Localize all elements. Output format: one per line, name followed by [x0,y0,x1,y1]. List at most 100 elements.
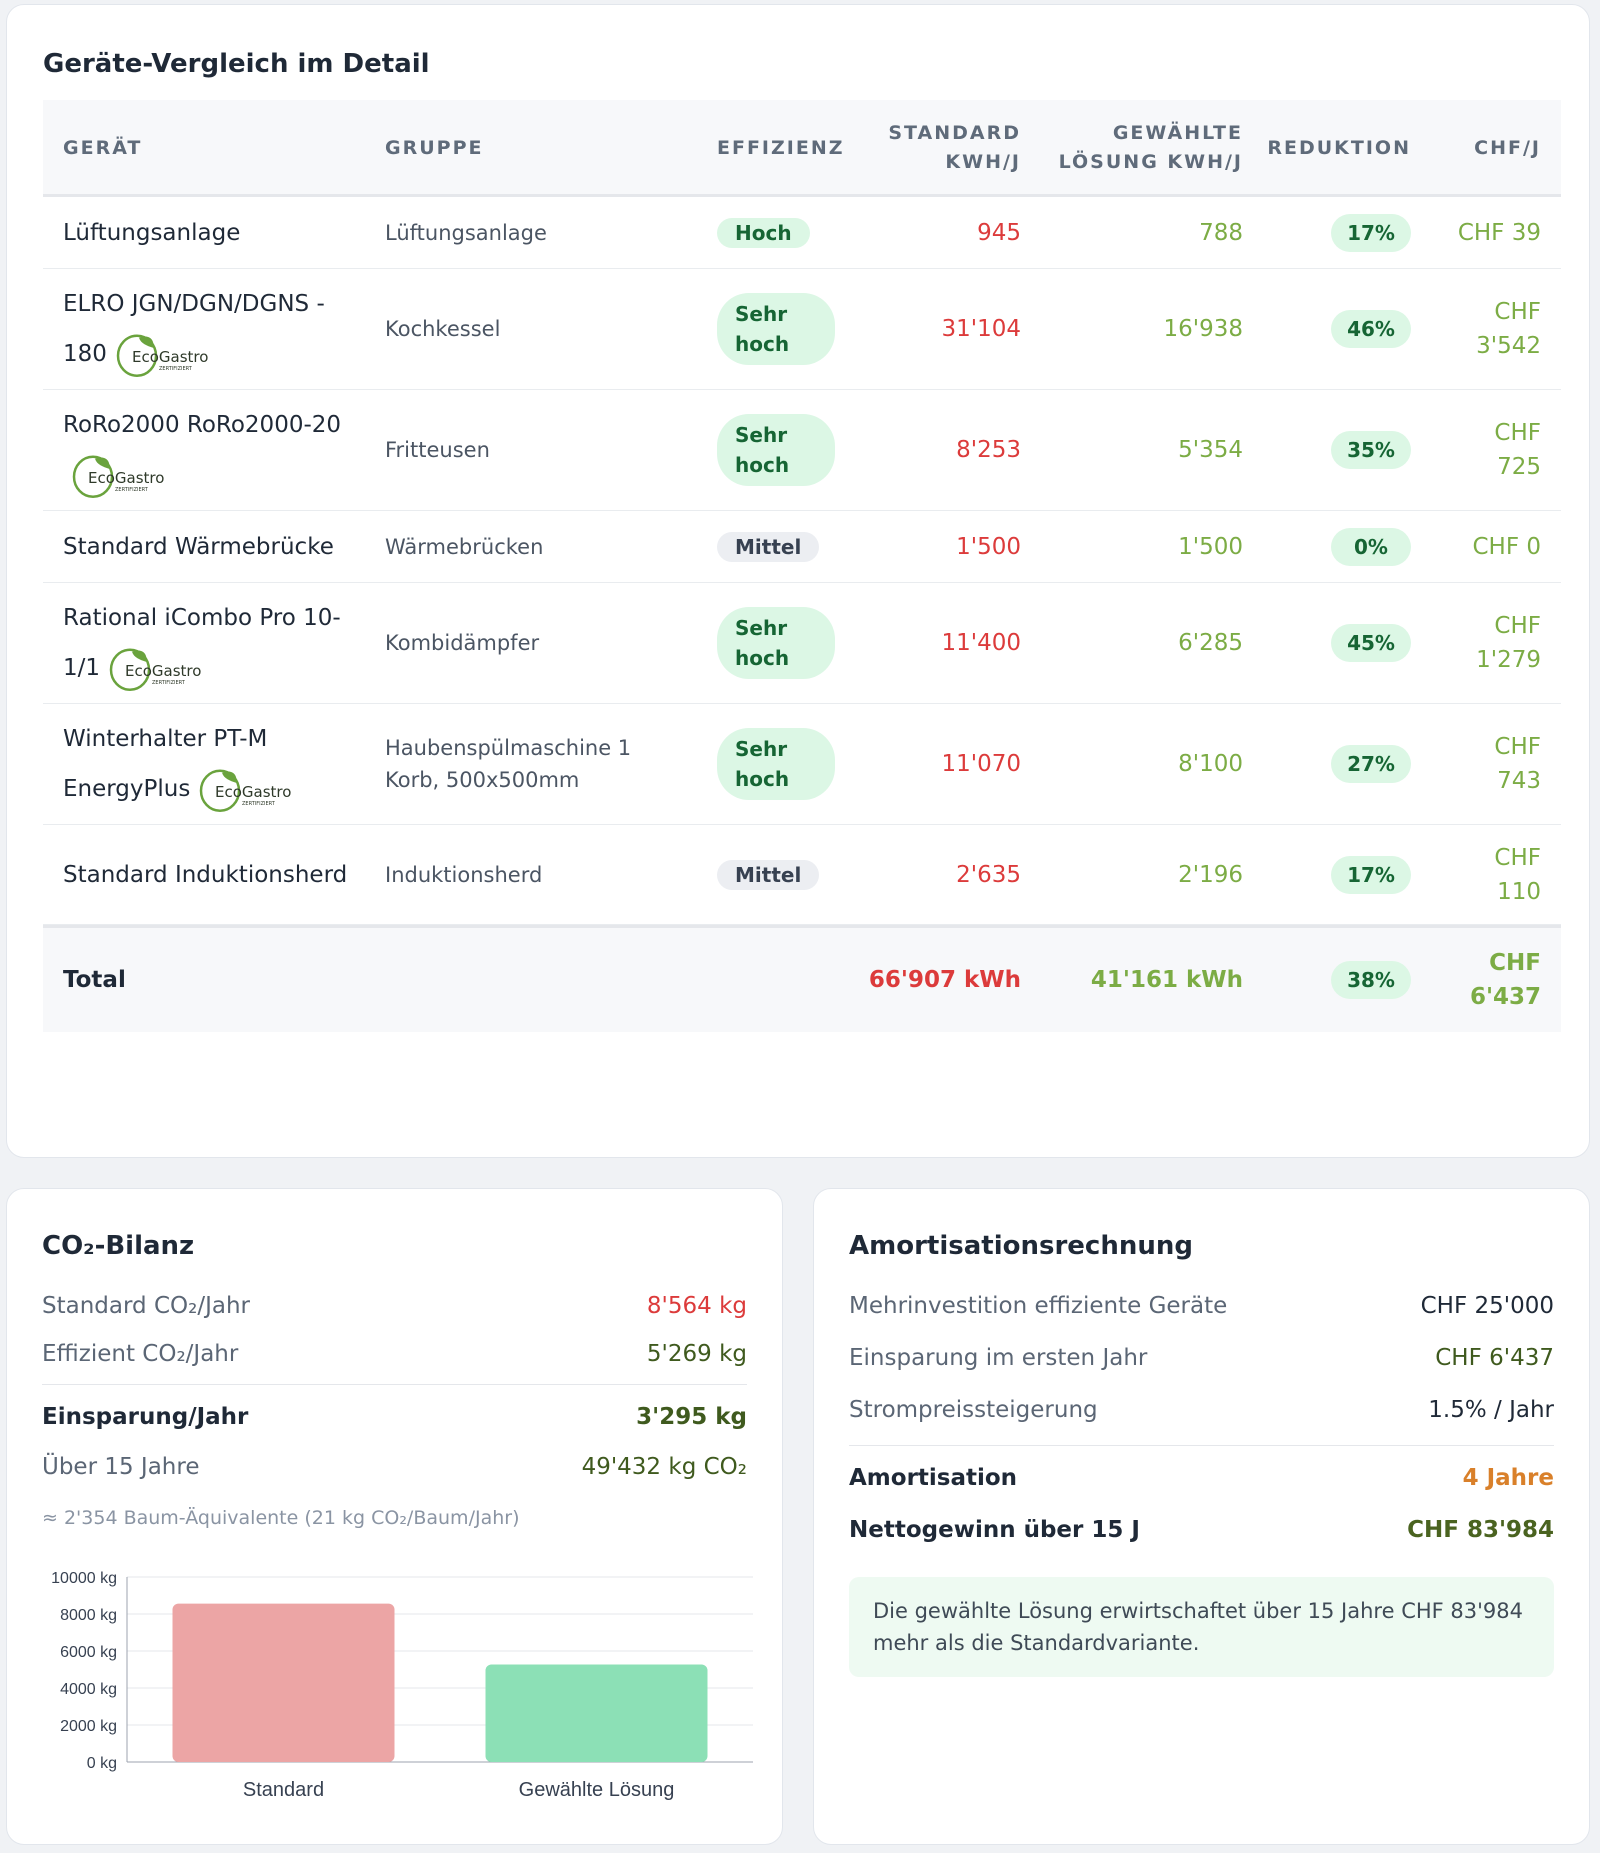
row-device-name: Standard Wärmebrücke [63,533,334,560]
row-group: Kombidämpfer [385,631,540,655]
reduction-badge: 0% [1331,527,1411,566]
co2-over15-value: 49'432 kg CO₂ [581,1454,747,1480]
header-efficiency[interactable]: EFFIZIENZ [717,137,845,159]
comparison-card: Geräte-Vergleich im Detail GERÄT GRUPPE … [6,4,1590,1158]
co2-divider [42,1384,747,1385]
net-gain-label: Nettogewinn über 15 J [849,1517,1140,1543]
net-gain-value: CHF 83'984 [1407,1517,1554,1543]
header-group[interactable]: GRUPPE [385,137,484,159]
row-device-name: Winterhalter PT-M EnergyPlus [63,725,268,802]
reduction-badge: 27% [1331,745,1411,783]
row-chf: CHF 39 [1457,219,1541,246]
row-group: Lüftungsanlage [385,220,547,245]
table-total-row: Total 66'907 kWh 41'161 kWh 38% CHF 6'437 [43,925,1561,1032]
header-chf[interactable]: CHF/J [1474,137,1541,159]
total-chf: CHF 6'437 [1469,950,1541,1010]
amortisation-value: 4 Jahre [1462,1465,1554,1491]
table-row: Standard Wärmebrücke Wärmebrücken Mittel 1'… [43,511,1561,583]
row-group: Fritteusen [385,438,490,462]
first-year-value: CHF 6'437 [1435,1345,1554,1371]
co2-efficient-label: Effizient CO₂/Jahr [42,1341,239,1367]
row-device-name: ELRO JGN/DGN/DGNS - 180 [63,290,325,367]
row-device: ELRO JGN/DGN/DGNS - 180 EcoGastro ZERTIFIZ… [63,279,353,380]
ecogastro-logo-sub: ZERTIFIZIERT [242,800,276,806]
ecogastro-logo-text: EcoGastro [215,782,291,800]
row-device-name: Lüftungsanlage [63,219,241,246]
co2-card: CO₂-Bilanz Standard CO₂/Jahr 8'564 kg Ef… [6,1188,783,1845]
table-row: Rational iCombo Pro 10-1/1 EcoGastro ZERTI… [43,583,1561,704]
co2-title: CO₂-Bilanz [42,1231,195,1261]
header-device[interactable]: GERÄT [63,137,143,159]
row-device: Standard Wärmebrücke [63,522,353,572]
row-standard-kwh: 945 [977,219,1021,246]
reduction-badge: 46% [1331,310,1411,348]
header-standard-line1: STANDARD [888,122,1021,144]
row-chosen-kwh: 16'938 [1163,316,1244,342]
row-group: Kochkessel [385,317,501,341]
row-chf: CHF 725 [1494,420,1541,480]
extra-invest-value: CHF 25'000 [1420,1293,1554,1319]
co2-bar-chart: 0 kg 2000 kg 4000 kg 6000 kg 8000 kg 10000 kg… [51,1570,753,1801]
header-standard[interactable]: STANDARD KWH/J [888,119,1021,177]
header-reduction[interactable]: REDUKTION [1267,137,1411,159]
chart-bar-chosen[interactable] [485,1664,708,1762]
efficiency-badge: Sehr hoch [717,414,835,486]
row-chosen-kwh: 5'354 [1178,437,1243,463]
co2-standard-label: Standard CO₂/Jahr [42,1293,250,1319]
row-device-name: Standard Induktionsherd [63,861,348,888]
co2-efficient-value: 5'269 kg [646,1341,747,1367]
chart-bar-standard[interactable] [172,1603,395,1762]
row-chf: CHF 110 [1494,844,1541,905]
co2-savings-label: Einsparung/Jahr [42,1404,249,1430]
table-header: GERÄT GRUPPE EFFIZIENZ STANDARD KWH/J GE… [43,100,1561,197]
efficiency-badge: Mittel [717,859,820,890]
amortisation-card: Amortisationsrechnung Mehrinvestition ef… [813,1188,1590,1845]
header-chosen-line1: GEWÄHLTE [1112,122,1243,144]
comparison-title: Geräte-Vergleich im Detail [43,49,430,79]
row-chf: CHF 3'542 [1476,299,1541,359]
row-device-name: Rational iCombo Pro 10-1/1 [63,604,341,681]
price-increase-value: 1.5% / Jahr [1428,1397,1554,1423]
ecogastro-logo-sub: ZERTIFIZIERT [115,486,149,492]
header-standard-line2: KWH/J [945,151,1021,173]
row-standard-kwh: 11'400 [941,630,1022,656]
efficiency-badge: Mittel [717,531,820,562]
row-device-name: RoRo2000 RoRo2000-20 [63,411,342,438]
amortisation-divider [849,1445,1554,1446]
co2-tree-note: ≈ 2'354 Baum-Äquivalente (21 kg CO₂/Baum… [42,1507,520,1529]
reduction-badge: 35% [1331,431,1411,469]
chart-ytick-label: 4000 kg [60,1681,117,1698]
ecogastro-logo-text: EcoGastro [132,347,208,365]
row-standard-kwh: 8'253 [956,437,1021,463]
reduction-badge: 45% [1331,624,1411,662]
chart-x-label: Gewählte Lösung [519,1779,675,1801]
total-standard: 66'907 kWh [868,967,1021,993]
row-chosen-kwh: 1'500 [1178,533,1243,560]
ecogastro-logo-sub: ZERTIFIZIERT [152,679,186,685]
co2-over15-label: Über 15 Jahre [42,1454,200,1480]
header-chosen[interactable]: GEWÄHLTE LÖSUNG KWH/J [1059,119,1243,177]
header-chosen-line2: LÖSUNG KWH/J [1058,151,1243,173]
row-standard-kwh: 1'500 [956,533,1021,560]
row-device: Winterhalter PT-M EnergyPlus EcoGastro ZER… [63,714,353,815]
chart-x-label: Standard [243,1779,324,1801]
ecogastro-logo-sub: ZERTIFIZIERT [159,365,193,371]
efficiency-badge: Sehr hoch [717,293,835,365]
reduction-badge: 17% [1331,213,1411,252]
row-standard-kwh: 2'635 [956,861,1021,888]
row-device: RoRo2000 RoRo2000-20 EcoGastro ZERTIFIZIER… [63,400,353,501]
amortisation-title: Amortisationsrechnung [849,1231,1193,1261]
chart-ytick-label: 8000 kg [60,1607,117,1624]
table-row: Lüftungsanlage Lüftungsanlage Hoch 945 788 17… [43,197,1561,269]
table-row: RoRo2000 RoRo2000-20 EcoGastro ZERTIFIZIER… [43,390,1561,511]
chart-ytick-label: 0 kg [87,1755,117,1772]
row-device: Lüftungsanlage [63,208,353,258]
amortisation-info-box: Die gewählte Lösung erwirtschaftet über … [849,1577,1554,1677]
table-row: Standard Induktionsherd Induktionsherd Mit… [43,825,1561,925]
row-chf: CHF 0 [1472,533,1541,560]
co2-savings-value: 3'295 kg [636,1404,747,1430]
row-group: Induktionsherd [385,862,543,887]
